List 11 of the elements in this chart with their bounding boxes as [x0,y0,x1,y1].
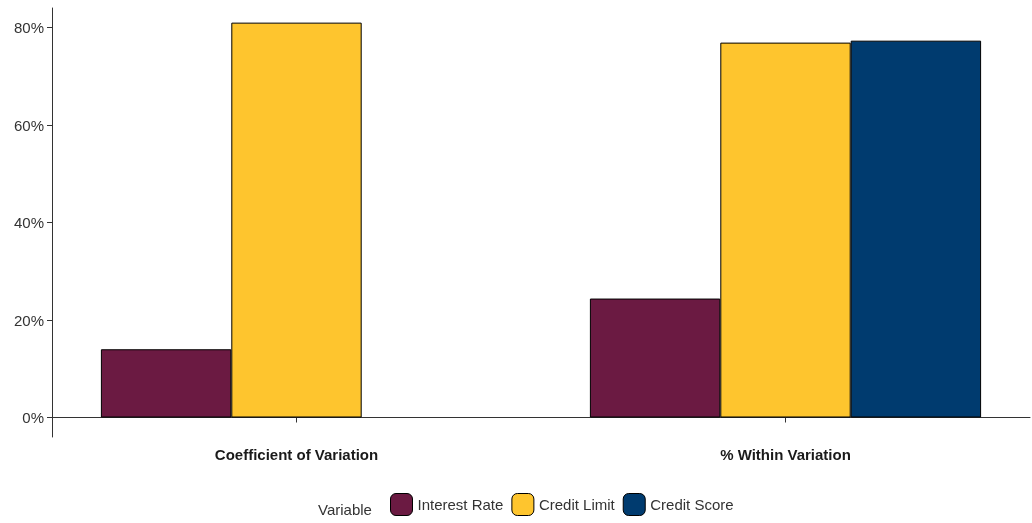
legend-title: Variable [318,501,372,518]
x-tick-label: Coefficient of Variation [214,446,379,463]
y-tick-label: 60% [13,116,44,134]
legend-label: Credit Score [650,496,734,513]
y-tick-label: 40% [13,214,44,231]
y-tick-label: 20% [13,311,44,329]
legend-label: Credit Limit [538,496,616,513]
y-tick-label: 80% [13,19,44,36]
y-tick-label: 0% [22,409,44,426]
x-tick-label: % Within Variation [720,446,851,463]
legend-label: Interest Rate [417,496,504,513]
